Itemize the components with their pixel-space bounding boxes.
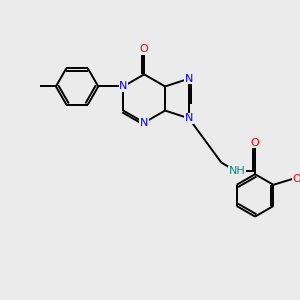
Text: N: N xyxy=(119,81,128,92)
Text: O: O xyxy=(251,138,260,148)
Text: N: N xyxy=(185,113,193,123)
Text: O: O xyxy=(140,44,148,54)
Text: N: N xyxy=(140,118,148,128)
Text: N: N xyxy=(185,74,193,84)
Text: O: O xyxy=(292,174,300,184)
Text: NH: NH xyxy=(229,166,246,176)
